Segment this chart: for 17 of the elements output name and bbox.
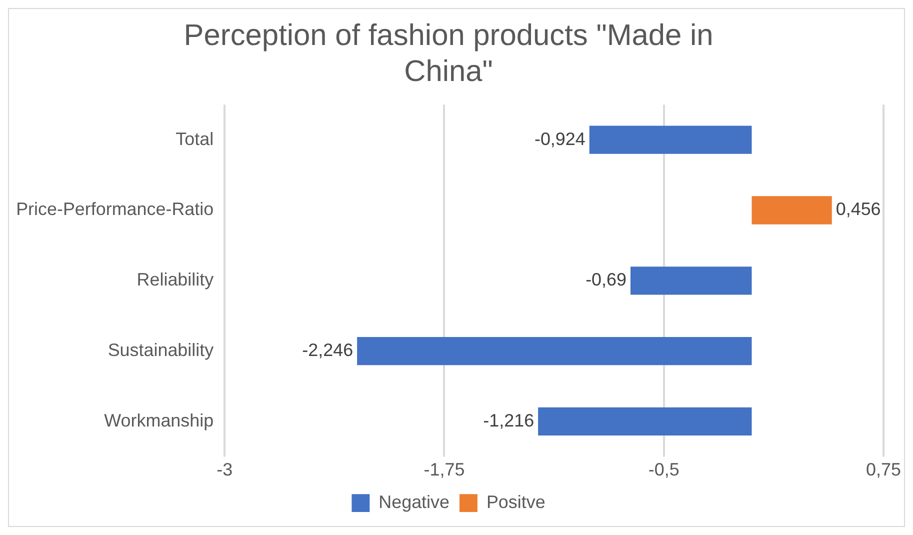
data-label: -0,924 (534, 128, 586, 149)
y-tick-label: Workmanship (104, 410, 214, 430)
y-tick-label: Price-Performance-Ratio (16, 199, 214, 220)
y-tick-label: Sustainability (108, 340, 214, 360)
chart-title: Perception of fashion products "Made in China" (184, 19, 714, 88)
x-tick-label: 0,75 (866, 459, 902, 480)
data-label: -0,69 (586, 270, 627, 290)
y-tick-label: Total (176, 128, 214, 149)
legend-label: Positve (486, 492, 546, 512)
x-tick-label: -0,5 (648, 459, 680, 480)
data-label: 0,456 (836, 199, 881, 220)
x-tick-label: -3 (216, 459, 233, 480)
legend-label: Negative (378, 492, 450, 512)
data-label: -2,246 (302, 340, 354, 360)
x-tick-label: -1,75 (424, 459, 465, 480)
data-label: -1,216 (483, 410, 534, 430)
y-tick-label: Reliability (136, 270, 214, 290)
